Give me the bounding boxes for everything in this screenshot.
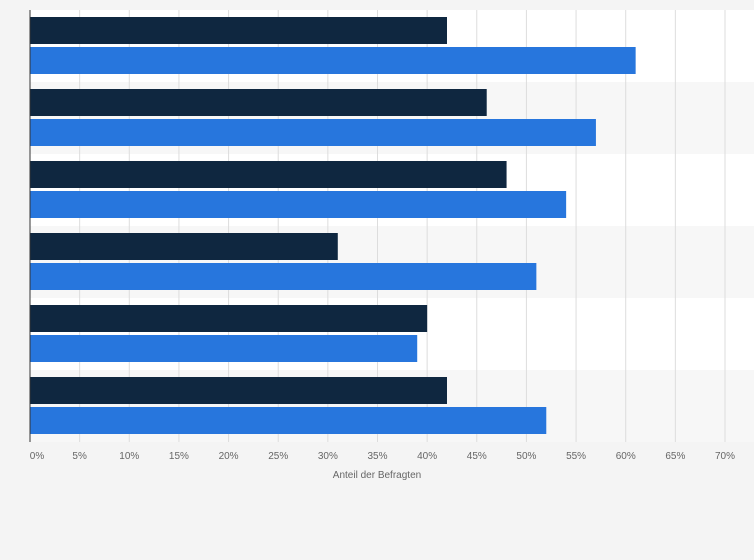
bar-series2: [30, 47, 636, 74]
x-tick-label: 35%: [367, 451, 387, 462]
x-axis-title: Anteil der Befragten: [333, 470, 421, 481]
x-tick-label: 20%: [219, 451, 239, 462]
bar-series1: [30, 233, 338, 260]
x-tick-label: 15%: [169, 451, 189, 462]
bar-series1: [30, 89, 487, 116]
x-tick-label: 50%: [516, 451, 536, 462]
x-tick-label: 5%: [72, 451, 87, 462]
x-tick-label: 30%: [318, 451, 338, 462]
x-tick-label: 70%: [715, 451, 735, 462]
bar-series1: [30, 305, 428, 332]
x-tick-label: 65%: [665, 451, 685, 462]
bars: [30, 17, 636, 434]
bar-series1: [30, 377, 447, 404]
bar-series2: [30, 191, 567, 218]
bar-series2: [30, 119, 596, 146]
bar-series2: [30, 407, 547, 434]
x-tick-label: 25%: [268, 451, 288, 462]
gridlines: [79, 10, 726, 442]
bar-series1: [30, 161, 507, 188]
bar-series2: [30, 263, 537, 290]
x-tick-label: 55%: [566, 451, 586, 462]
x-tick-label: 60%: [616, 451, 636, 462]
x-tick-label: 0%: [30, 451, 45, 462]
bar-series2: [30, 335, 418, 362]
bar-series1: [30, 17, 447, 44]
x-tick-labels: 0% 5% 10% 15% 20% 25% 30% 35% 40% 45% 50% 55% 60% 65%…: [30, 451, 735, 462]
x-tick-label: 10%: [119, 451, 139, 462]
x-tick-label: 45%: [467, 451, 487, 462]
x-tick-label: 40%: [417, 451, 437, 462]
